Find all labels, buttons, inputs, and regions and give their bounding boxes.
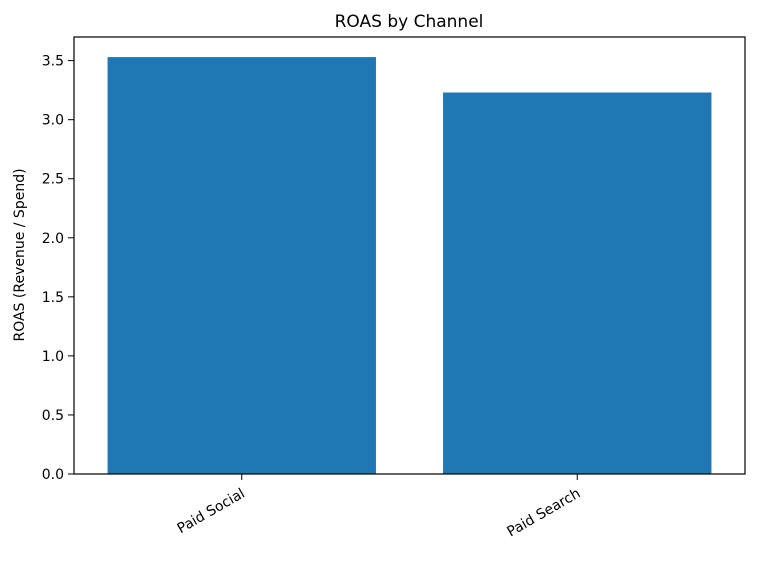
y-tick-label: 0.0 xyxy=(42,467,64,483)
y-tick-label: 0.5 xyxy=(42,408,64,424)
x-tick-label: Paid Social xyxy=(175,486,248,537)
y-tick-label: 1.0 xyxy=(42,349,64,365)
y-axis-label: ROAS (Revenue / Spend) xyxy=(12,168,28,341)
axes-frame xyxy=(73,36,746,475)
y-tick-label: 3.0 xyxy=(42,113,64,129)
y-tick-label: 2.5 xyxy=(42,172,64,188)
chart-title: ROAS by Channel xyxy=(335,12,484,32)
y-tick-label: 3.5 xyxy=(42,54,64,70)
plot-area: 0.0 0.5 1.0 1.5 2.0 2.5 3.0 3.5 Paid Social Paid … xyxy=(42,36,746,541)
x-tick-label: Paid Search xyxy=(504,486,583,541)
bar-paid-social xyxy=(107,57,376,474)
y-tick-label: 1.5 xyxy=(42,290,64,306)
y-tick-label: 2.0 xyxy=(42,231,64,247)
bar-paid-search xyxy=(443,92,712,474)
